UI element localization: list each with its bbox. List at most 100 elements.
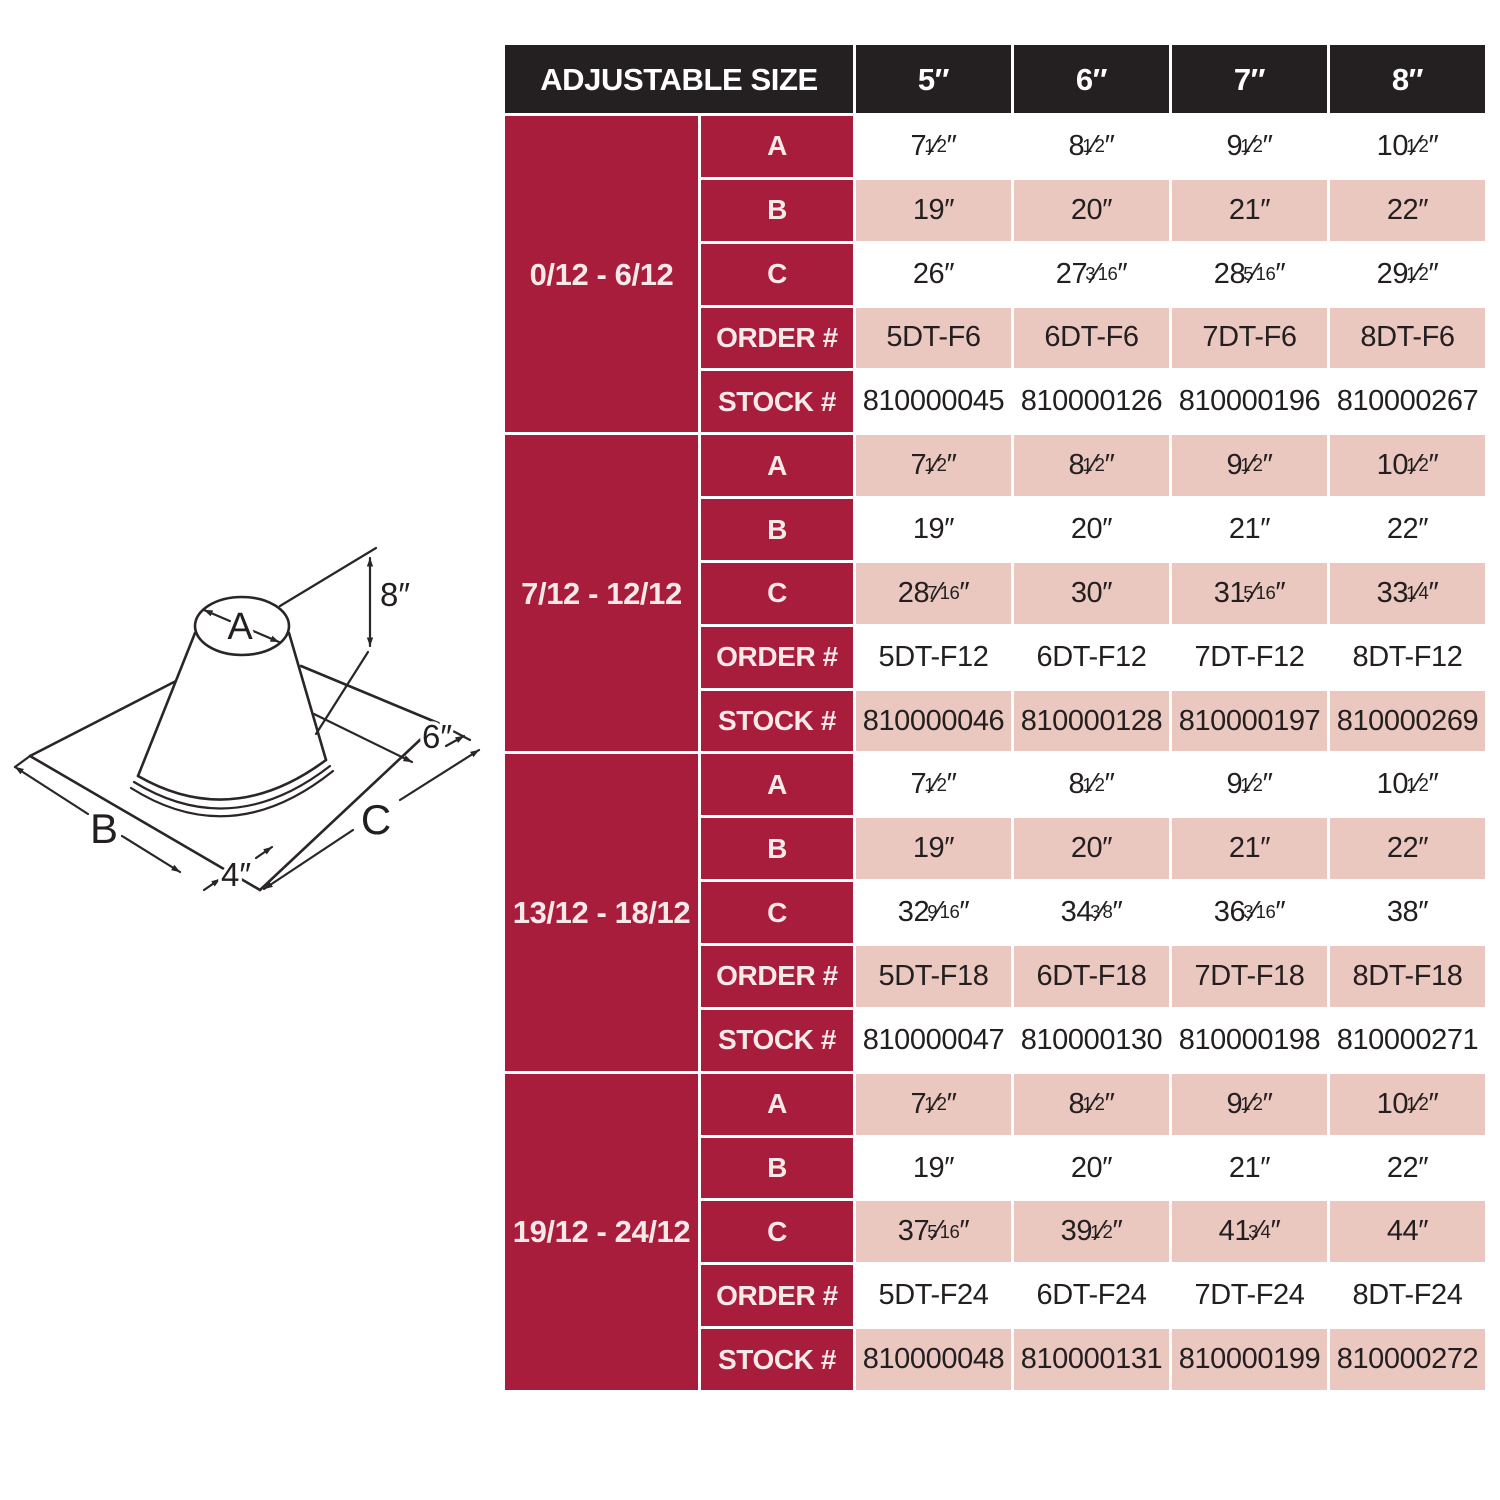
row-label-cell: ORDER # [701,1265,853,1327]
row-label-cell: STOCK # [701,690,853,752]
row-label-cell: ORDER # [701,307,853,369]
value-cell: 810000267 [1330,371,1485,433]
pitch-range-cell: 13/12 - 18/12 [505,754,698,1071]
value-cell: 810000047 [856,1009,1011,1071]
value-cell: 29 1 ⁄ 2 ″ [1330,243,1485,305]
dimension-top-margin-label: 6″ [422,718,452,755]
value-cell: 810000128 [1014,690,1169,752]
dimension-b: B [13,754,182,874]
value-cell: 5DT-F18 [856,946,1011,1007]
value-cell: 34 3 ⁄ 8 ″ [1014,882,1169,944]
value-cell: 7DT-F24 [1172,1265,1327,1327]
value-cell: 31 5 ⁄ 16 ″ [1172,562,1327,624]
row-label-cell: C [701,1201,853,1263]
row-label-cell: C [701,882,853,944]
base-bead-outer [132,764,332,810]
value-cell: 5DT-F6 [856,307,1011,369]
value-cell: 21″ [1172,499,1327,560]
pitch-range-cell: 19/12 - 24/12 [505,1073,698,1390]
dimension-height-label: 8″ [380,576,410,613]
value-cell: 10 1 ⁄ 2 ″ [1330,754,1485,816]
value-cell: 810000272 [1330,1329,1485,1390]
row-label-cell: STOCK # [701,1329,853,1390]
value-cell: 44″ [1330,1201,1485,1263]
spec-table: ADJUSTABLE SIZE 5″ 6″ 7″ 8″ 0/12 - 6/12 A… [505,45,1485,1390]
column-header-5in: 5″ [856,45,1011,113]
value-cell: 8DT-F24 [1330,1265,1485,1327]
value-cell: 7 1 ⁄ 2 ″ [856,754,1011,816]
value-cell: 9 1 ⁄ 2 ″ [1172,754,1327,816]
value-cell: 27 3 ⁄ 16 ″ [1014,243,1169,305]
value-cell: 8DT-F12 [1330,626,1485,688]
row-label-cell: ORDER # [701,626,853,688]
value-cell: 9 1 ⁄ 2 ″ [1172,1073,1327,1135]
row-label-cell: A [701,116,853,177]
pitch-range-cell: 0/12 - 6/12 [505,116,698,433]
value-cell: 6DT-F24 [1014,1265,1169,1327]
value-cell: 38″ [1330,882,1485,944]
value-cell: 8DT-F18 [1330,946,1485,1007]
row-label-cell: A [701,754,853,816]
value-cell: 6DT-F6 [1014,307,1169,369]
cone-outline [129,595,335,818]
value-cell: 810000131 [1014,1329,1169,1390]
value-cell: 810000196 [1172,371,1327,433]
dimension-c-label: C [361,796,391,843]
value-cell: 9 1 ⁄ 2 ″ [1172,116,1327,177]
value-cell: 810000046 [856,690,1011,752]
value-cell: 7 1 ⁄ 2 ″ [856,435,1011,497]
value-cell: 39 1 ⁄ 2 ″ [1014,1201,1169,1263]
value-cell: 26″ [856,243,1011,305]
row-label-cell: B [701,818,853,880]
dimension-a: A [202,603,281,652]
value-cell: 810000048 [856,1329,1011,1390]
row-label-cell: C [701,562,853,624]
row-label-cell: STOCK # [701,1009,853,1071]
column-header-7in: 7″ [1172,45,1327,113]
value-cell: 37 5 ⁄ 16 ″ [856,1201,1011,1263]
value-cell: 36 3 ⁄ 16 ″ [1172,882,1327,944]
value-cell: 5DT-F24 [856,1265,1011,1327]
dimension-c: C [262,748,481,891]
value-cell: 8 1 ⁄ 2 ″ [1014,1073,1169,1135]
value-cell: 8 1 ⁄ 2 ″ [1014,116,1169,177]
value-cell: 22″ [1330,499,1485,560]
value-cell: 810000197 [1172,690,1327,752]
value-cell: 10 1 ⁄ 2 ″ [1330,435,1485,497]
row-label-cell: A [701,435,853,497]
value-cell: 33 1 ⁄ 4 ″ [1330,562,1485,624]
row-label-cell: ORDER # [701,946,853,1007]
pitch-range-cell: 7/12 - 12/12 [505,435,698,752]
row-label-cell: A [701,1073,853,1135]
roof-flashing-diagram: A 8″ 6″ B C 4″ [13,546,481,897]
value-cell: 21″ [1172,818,1327,880]
value-cell: 20″ [1014,179,1169,241]
row-label-cell: B [701,1137,853,1199]
column-header-8in: 8″ [1330,45,1485,113]
value-cell: 810000199 [1172,1329,1327,1390]
value-cell: 5DT-F12 [856,626,1011,688]
row-label-cell: C [701,243,853,305]
cone-top-opening [193,595,291,657]
value-cell: 6DT-F12 [1014,626,1169,688]
value-cell: 8 1 ⁄ 2 ″ [1014,435,1169,497]
value-cell: 22″ [1330,818,1485,880]
dimension-a-label: A [227,606,253,648]
value-cell: 28 7 ⁄ 16 ″ [856,562,1011,624]
value-cell: 41 3 ⁄ 4 ″ [1172,1201,1327,1263]
value-cell: 10 1 ⁄ 2 ″ [1330,116,1485,177]
value-cell: 19″ [856,179,1011,241]
value-cell: 22″ [1330,1137,1485,1199]
value-cell: 7DT-F6 [1172,307,1327,369]
value-cell: 19″ [856,818,1011,880]
value-cell: 6DT-F18 [1014,946,1169,1007]
dimension-bottom-margin-label: 4″ [221,856,251,893]
dimension-height: 8″ [278,546,414,736]
value-cell: 9 1 ⁄ 2 ″ [1172,435,1327,497]
value-cell: 19″ [856,499,1011,560]
value-cell: 20″ [1014,818,1169,880]
value-cell: 8 1 ⁄ 2 ″ [1014,754,1169,816]
value-cell: 8DT-F6 [1330,307,1485,369]
value-cell: 810000130 [1014,1009,1169,1071]
